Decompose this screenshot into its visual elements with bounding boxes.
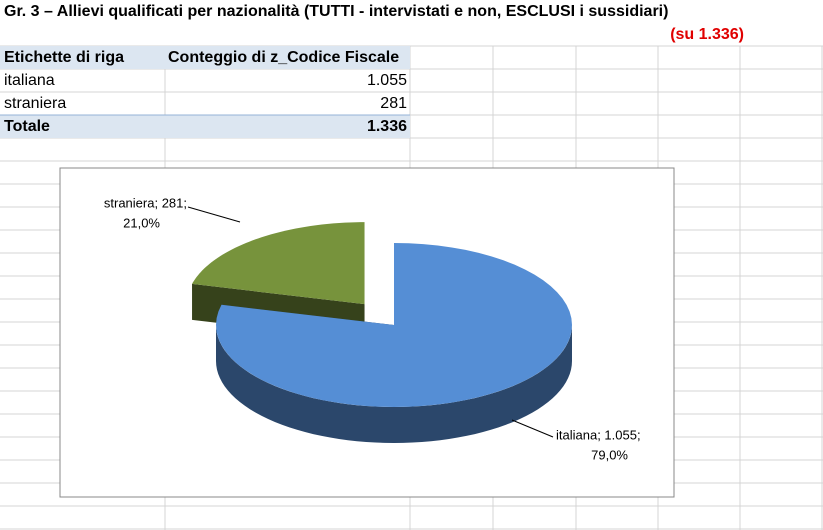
header-row <box>0 46 410 69</box>
total-row <box>0 115 410 138</box>
sheet-subtitle: (su 1.336) <box>670 26 744 43</box>
row-value: 281 <box>380 95 407 112</box>
sheet-title: Gr. 3 – Allievi qualificati per nazional… <box>4 3 668 20</box>
row-value: 1.055 <box>367 72 407 89</box>
row-label: italiana <box>4 72 55 89</box>
row-label: straniera <box>4 95 66 112</box>
header-cell: Conteggio di z_Codice Fiscale <box>168 49 399 66</box>
slice-wall <box>216 325 572 443</box>
data-label: 79,0% <box>591 447 628 462</box>
pie-chart <box>192 222 572 443</box>
leader-line <box>511 419 554 438</box>
leader-line <box>187 206 241 223</box>
pie-slice <box>216 243 572 407</box>
data-label: italiana; 1.055; <box>556 427 641 442</box>
data-label: straniera; 281; <box>104 195 187 210</box>
header-cell: Etichette di riga <box>4 49 124 66</box>
pie-slice <box>192 222 365 305</box>
data-label: 21,0% <box>123 215 160 230</box>
total-label: Totale <box>4 118 50 135</box>
total-value: 1.336 <box>367 118 407 135</box>
